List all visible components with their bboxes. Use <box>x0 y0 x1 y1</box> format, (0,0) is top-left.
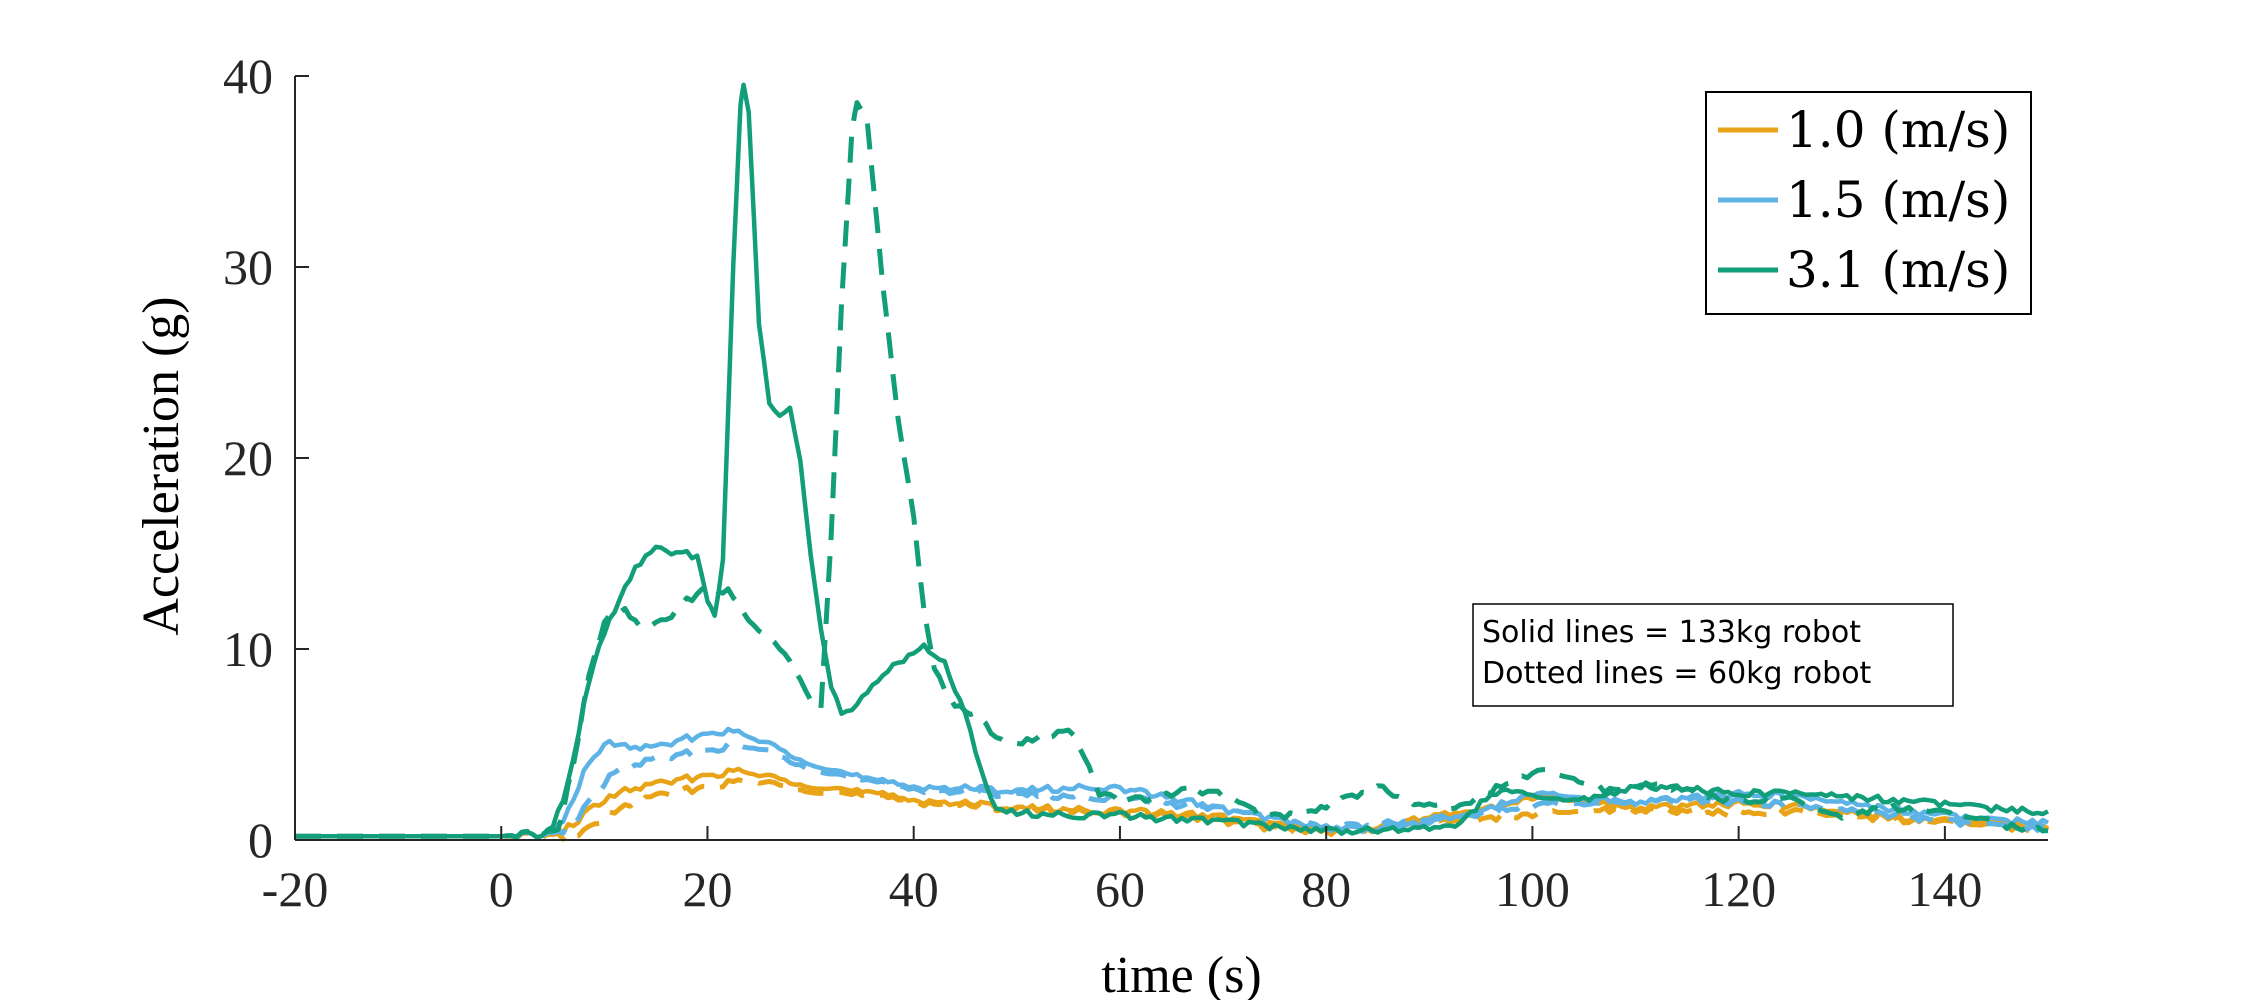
annotation-border <box>1472 603 1954 707</box>
y-ticks: 0 10 20 30 40 <box>223 48 309 868</box>
x-tick-label: -20 <box>262 861 329 917</box>
x-tick-label: 20 <box>682 861 732 917</box>
series-line-1-0-dashed <box>295 777 2050 842</box>
x-axis-title: time (s) <box>1101 947 1261 1000</box>
y-tick-label: 0 <box>248 812 273 868</box>
annotation-solid-lines: Solid lines = 133kg robot <box>1482 615 1861 650</box>
x-tick-label: 40 <box>889 861 939 917</box>
x-tick-label: 0 <box>489 861 514 917</box>
x-tick-label: 120 <box>1701 861 1776 917</box>
legend-label: 3.1 (m/s) <box>1786 241 2010 299</box>
y-tick-label: 40 <box>223 48 273 104</box>
y-axis-title: Acceleration (g) <box>133 296 190 635</box>
series-line-3-1-dashed <box>295 100 2049 840</box>
x-tick-label: 80 <box>1301 861 1351 917</box>
legend-label: 1.5 (m/s) <box>1786 171 2010 229</box>
legend: 1.0 (m/s) 1.5 (m/s) 3.1 (m/s) <box>1705 91 2032 315</box>
y-tick-label: 20 <box>223 430 273 486</box>
y-tick-label: 30 <box>223 239 273 295</box>
annotation-box: Solid lines = 133kg robot Dotted lines =… <box>1472 603 1954 707</box>
legend-label: 1.0 (m/s) <box>1786 101 2010 159</box>
y-tick-label: 10 <box>223 621 273 677</box>
annotation-dotted-lines: Dotted lines = 60kg robot <box>1482 656 1872 691</box>
legend-items: 1.0 (m/s) 1.5 (m/s) 3.1 (m/s) <box>1718 101 2010 299</box>
series-line-1-5-dashed <box>295 741 2050 841</box>
series-layer <box>295 82 2050 842</box>
x-tick-label: 60 <box>1095 861 1145 917</box>
x-ticks: -20 0 20 40 60 80 100 120 140 <box>262 826 1982 917</box>
x-tick-label: 140 <box>1907 861 1982 917</box>
x-tick-label: 100 <box>1495 861 1570 917</box>
series-line-1-0-solid <box>295 766 2050 841</box>
